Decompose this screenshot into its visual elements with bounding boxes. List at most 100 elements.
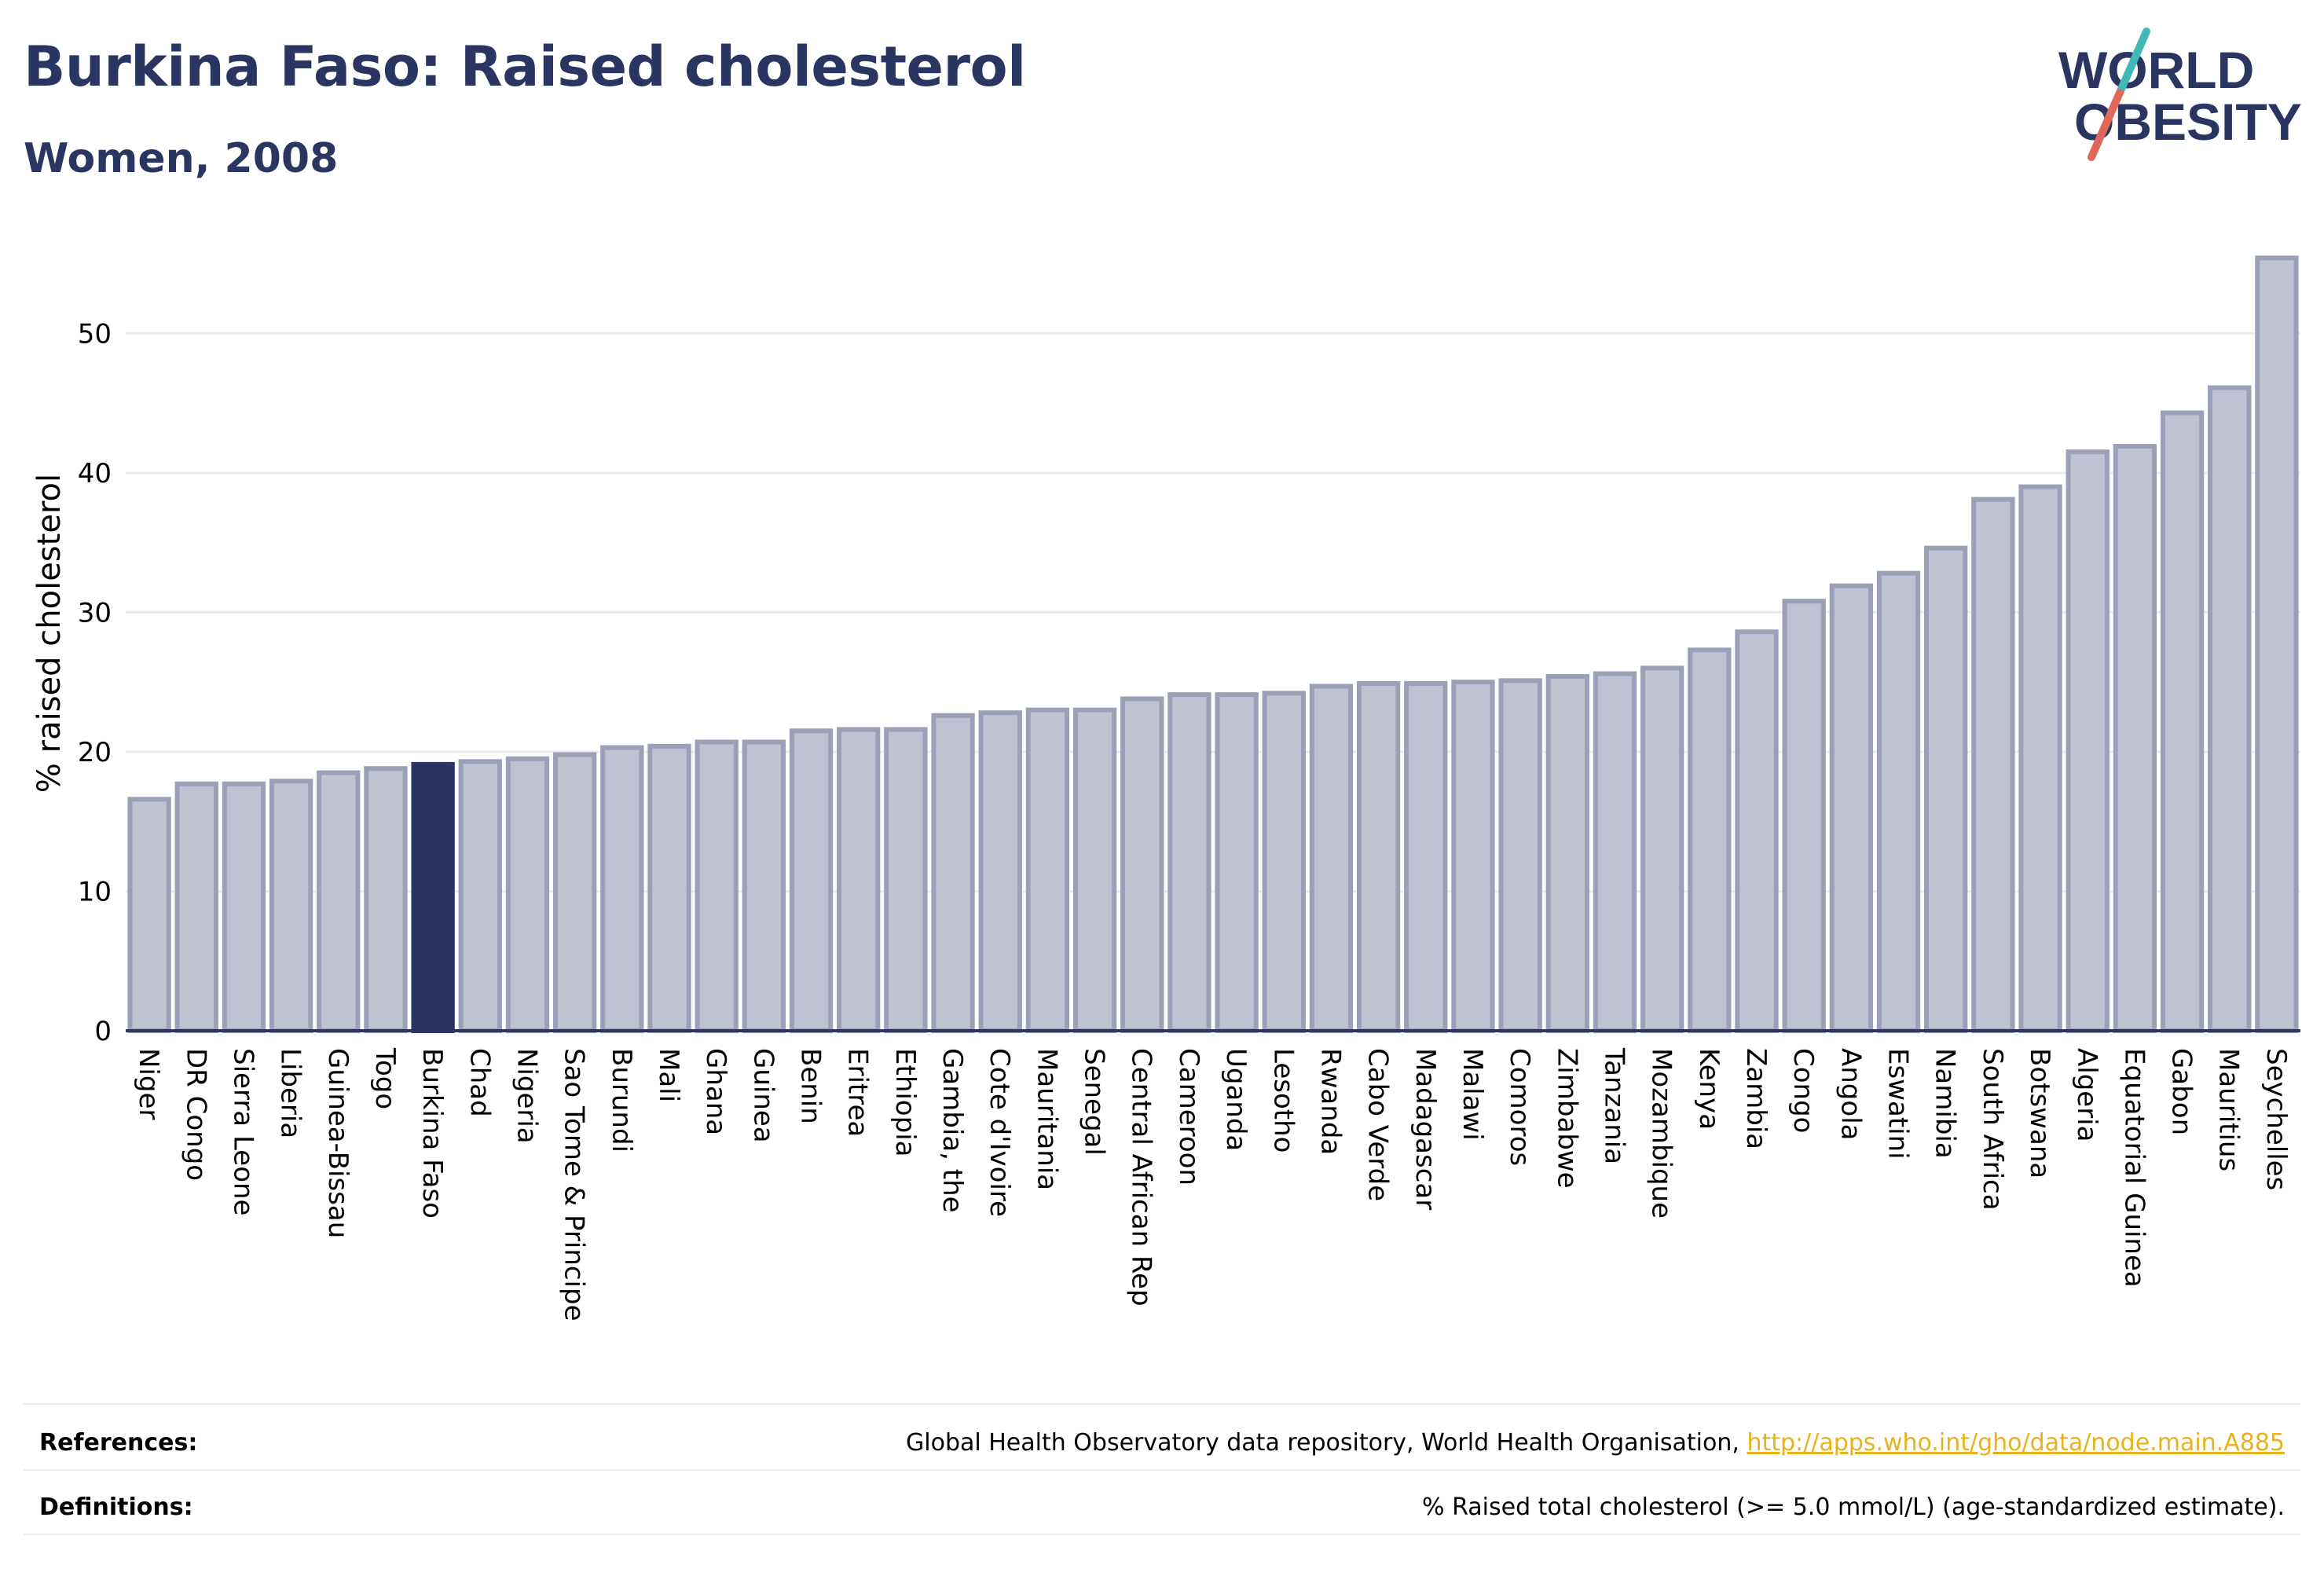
bar-ethiopia bbox=[884, 727, 928, 1033]
x-tick-label: Eswatini bbox=[1882, 1048, 1914, 1160]
bar-ghana bbox=[695, 739, 739, 1033]
x-tick-label: Cameroon bbox=[1173, 1048, 1204, 1186]
x-tick-label: Guinea-Bissau bbox=[322, 1048, 354, 1238]
bar-chad bbox=[458, 759, 502, 1033]
y-axis-ticks: 0 10 20 30 40 50 bbox=[78, 318, 112, 1047]
x-tick-label: Mali bbox=[653, 1048, 684, 1102]
bar-benin bbox=[789, 728, 834, 1033]
bar-cameroon bbox=[1167, 692, 1211, 1034]
x-tick-label: Sierra Leone bbox=[227, 1048, 258, 1215]
x-tick-label: Chad bbox=[464, 1048, 495, 1117]
bars bbox=[127, 255, 2299, 1034]
x-tick-label: Niger bbox=[133, 1048, 164, 1120]
x-tick-label: Nigeria bbox=[511, 1048, 542, 1144]
table-middle-divider bbox=[24, 1469, 2300, 1471]
x-tick-label: Eritrea bbox=[842, 1048, 874, 1137]
bar-mauritius bbox=[2208, 385, 2252, 1033]
x-tick-label: Equatorial Guinea bbox=[2118, 1048, 2150, 1288]
bar-kenya bbox=[1688, 647, 1732, 1033]
bar-central-african-rep bbox=[1120, 696, 1164, 1033]
bar-madagascar bbox=[1404, 680, 1448, 1033]
x-tick-label: Botswana bbox=[2024, 1048, 2055, 1178]
references-label: References: bbox=[39, 1428, 198, 1457]
x-tick-label: Liberia bbox=[275, 1048, 306, 1138]
x-tick-label: Zimbabwe bbox=[1551, 1048, 1582, 1189]
bar-tanzania bbox=[1593, 671, 1637, 1033]
x-tick-label: Ethiopia bbox=[889, 1048, 921, 1156]
bar-eritrea bbox=[837, 727, 881, 1033]
x-tick-label: Tanzania bbox=[1598, 1047, 1629, 1164]
x-tick-label: Rwanda bbox=[1314, 1048, 1346, 1155]
x-tick-label: Angola bbox=[1835, 1048, 1866, 1140]
y-tick-label: 50 bbox=[78, 318, 112, 350]
x-tick-label: Burundi bbox=[606, 1048, 637, 1153]
references-link[interactable]: http://apps.who.int/gho/data/node.main.A… bbox=[1747, 1428, 2285, 1457]
world-obesity-logo: WORLD OBESITY bbox=[2058, 27, 2302, 161]
y-tick-label: 10 bbox=[78, 876, 112, 907]
bar-algeria bbox=[2066, 449, 2110, 1033]
bar-mauritania bbox=[1025, 707, 1070, 1033]
bar-eswatini bbox=[1876, 570, 1921, 1033]
bar-comoros bbox=[1498, 678, 1542, 1034]
x-tick-label: Cote d'Ivoire bbox=[984, 1048, 1015, 1217]
definitions-text: % Raised total cholesterol (>= 5.0 mmol/… bbox=[1422, 1493, 2285, 1521]
logo-slash-top bbox=[2116, 27, 2150, 97]
bar-congo bbox=[1782, 599, 1826, 1033]
bar-togo bbox=[364, 766, 408, 1033]
bar-zimbabwe bbox=[1545, 674, 1589, 1033]
table-top-divider bbox=[24, 1403, 2300, 1405]
bar-mozambique bbox=[1640, 665, 1684, 1034]
bar-liberia bbox=[269, 779, 313, 1033]
bar-cabo-verde bbox=[1356, 680, 1401, 1033]
y-tick-label: 40 bbox=[78, 458, 112, 489]
bar-malawi bbox=[1451, 680, 1495, 1034]
x-tick-label: Guinea bbox=[747, 1048, 779, 1143]
bar-seychelles bbox=[2255, 255, 2299, 1033]
x-tick-label: Mauritius bbox=[2213, 1048, 2245, 1171]
references-value: Global Health Observatory data repositor… bbox=[906, 1429, 2285, 1457]
bar-equatorial-guinea bbox=[2113, 444, 2157, 1033]
x-tick-label: Madagascar bbox=[1409, 1048, 1441, 1210]
x-tick-label: Namibia bbox=[1930, 1048, 1961, 1159]
y-tick-label: 20 bbox=[78, 737, 112, 768]
bar-dr-congo bbox=[174, 781, 218, 1033]
x-tick-label: Malawi bbox=[1457, 1048, 1488, 1141]
x-tick-label: Lesotho bbox=[1267, 1048, 1299, 1153]
x-tick-label: Mauritania bbox=[1031, 1048, 1062, 1190]
x-tick-label: Uganda bbox=[1220, 1048, 1252, 1151]
x-tick-label: Algeria bbox=[2071, 1048, 2102, 1142]
definitions-label: Definitions: bbox=[39, 1493, 193, 1521]
bar-niger bbox=[127, 797, 171, 1034]
chart-subtitle: Women, 2008 bbox=[24, 135, 339, 182]
logo-slash-bottom bbox=[2088, 89, 2124, 161]
x-tick-label: Gabon bbox=[2166, 1048, 2198, 1135]
bar-botswana bbox=[2018, 484, 2062, 1033]
x-tick-label: Senegal bbox=[1079, 1048, 1110, 1156]
x-axis-labels: Niger DR Congo Sierra Leone Liberia Guinea-B… bbox=[133, 1047, 2292, 1321]
y-tick-label: 0 bbox=[94, 1016, 112, 1047]
x-tick-label: Cabo Verde bbox=[1362, 1048, 1394, 1201]
x-tick-label: Central African Rep bbox=[1126, 1048, 1157, 1307]
x-tick-label: DR Congo bbox=[180, 1048, 211, 1181]
x-tick-label: Sao Tome & Principe bbox=[559, 1048, 590, 1321]
bar-chart: 0 10 20 30 40 50 Niger DR Congo Sierra Leone Lib… bbox=[31, 255, 2300, 1321]
x-tick-label: Zambia bbox=[1740, 1048, 1772, 1149]
x-tick-label: Congo bbox=[1787, 1048, 1819, 1133]
x-tick-label: Mozambique bbox=[1646, 1048, 1677, 1219]
bar-gambia-the bbox=[931, 713, 975, 1033]
bar-sierra-leone bbox=[222, 781, 266, 1033]
references-text: Global Health Observatory data repositor… bbox=[906, 1428, 1747, 1457]
y-axis-label: % raised cholesterol bbox=[31, 474, 68, 793]
x-tick-label: South Africa bbox=[1977, 1048, 2008, 1211]
table-bottom-divider bbox=[24, 1534, 2300, 1535]
y-tick-label: 30 bbox=[78, 597, 112, 629]
x-tick-label: Gambia, the bbox=[937, 1048, 968, 1213]
definitions-row: Definitions: % Raised total cholesterol … bbox=[24, 1475, 2300, 1538]
references-row: References: Global Health Observatory da… bbox=[24, 1411, 2300, 1474]
x-tick-label: Ghana bbox=[700, 1048, 731, 1135]
bar-nigeria bbox=[505, 756, 550, 1034]
bar-gabon bbox=[2160, 410, 2205, 1033]
bar-guinea bbox=[742, 739, 786, 1033]
bar-angola bbox=[1829, 583, 1874, 1033]
bar-guinea-bissau bbox=[317, 770, 361, 1034]
